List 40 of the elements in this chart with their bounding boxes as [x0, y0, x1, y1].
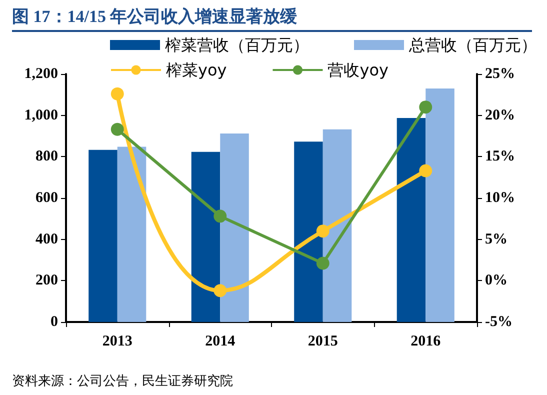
- y-tick-label: 1,200: [24, 66, 58, 82]
- y2-tick-label: -5%: [485, 314, 512, 330]
- x-tick-label: 2013: [102, 334, 132, 350]
- y-tick-label: 600: [36, 190, 58, 206]
- y-tick-label: 800: [36, 148, 58, 165]
- chart-title: 图 17：14/15 年公司收入增速显著放缓: [12, 6, 298, 28]
- bar: [322, 129, 352, 322]
- legend-label: 总营收（百万元）: [408, 36, 537, 54]
- y2-tick-label: 20%: [485, 107, 515, 124]
- text: 资料来源：公司公告，民生证券研究院: [12, 373, 233, 390]
- bar: [191, 152, 220, 322]
- legend-label: 营收yoy: [328, 60, 388, 80]
- bar: [117, 146, 146, 322]
- legend-label: 榨菜营收（百万元）: [165, 36, 309, 54]
- y2-tick-label: 10%: [485, 190, 515, 206]
- bar: [396, 118, 426, 322]
- x-tick-label: 2014: [205, 334, 236, 350]
- point: [316, 224, 330, 238]
- x-tick-label: 2016: [410, 334, 442, 350]
- point: [110, 87, 124, 100]
- bar: [220, 134, 249, 322]
- point: [419, 164, 432, 178]
- point: [110, 122, 124, 136]
- y-tick-label: 400: [36, 231, 58, 248]
- bar: [294, 142, 323, 322]
- point: [214, 284, 227, 298]
- y2-tick-label: 15%: [485, 148, 515, 165]
- x-tick-label: 2015: [308, 334, 338, 350]
- bar: [88, 150, 118, 322]
- y-tick-label: 200: [36, 272, 58, 289]
- y-tick-label: 1,000: [24, 107, 58, 124]
- y-tick-label: 0: [50, 314, 58, 330]
- point: [214, 210, 227, 223]
- y2-tick-label: 0%: [485, 272, 508, 289]
- y2-tick-label: 25%: [485, 66, 515, 82]
- y2-tick-label: 5%: [485, 231, 508, 248]
- point: [316, 256, 330, 270]
- legend-label: 榨菜yoy: [166, 60, 227, 80]
- bar: [426, 88, 454, 322]
- point: [419, 100, 432, 114]
